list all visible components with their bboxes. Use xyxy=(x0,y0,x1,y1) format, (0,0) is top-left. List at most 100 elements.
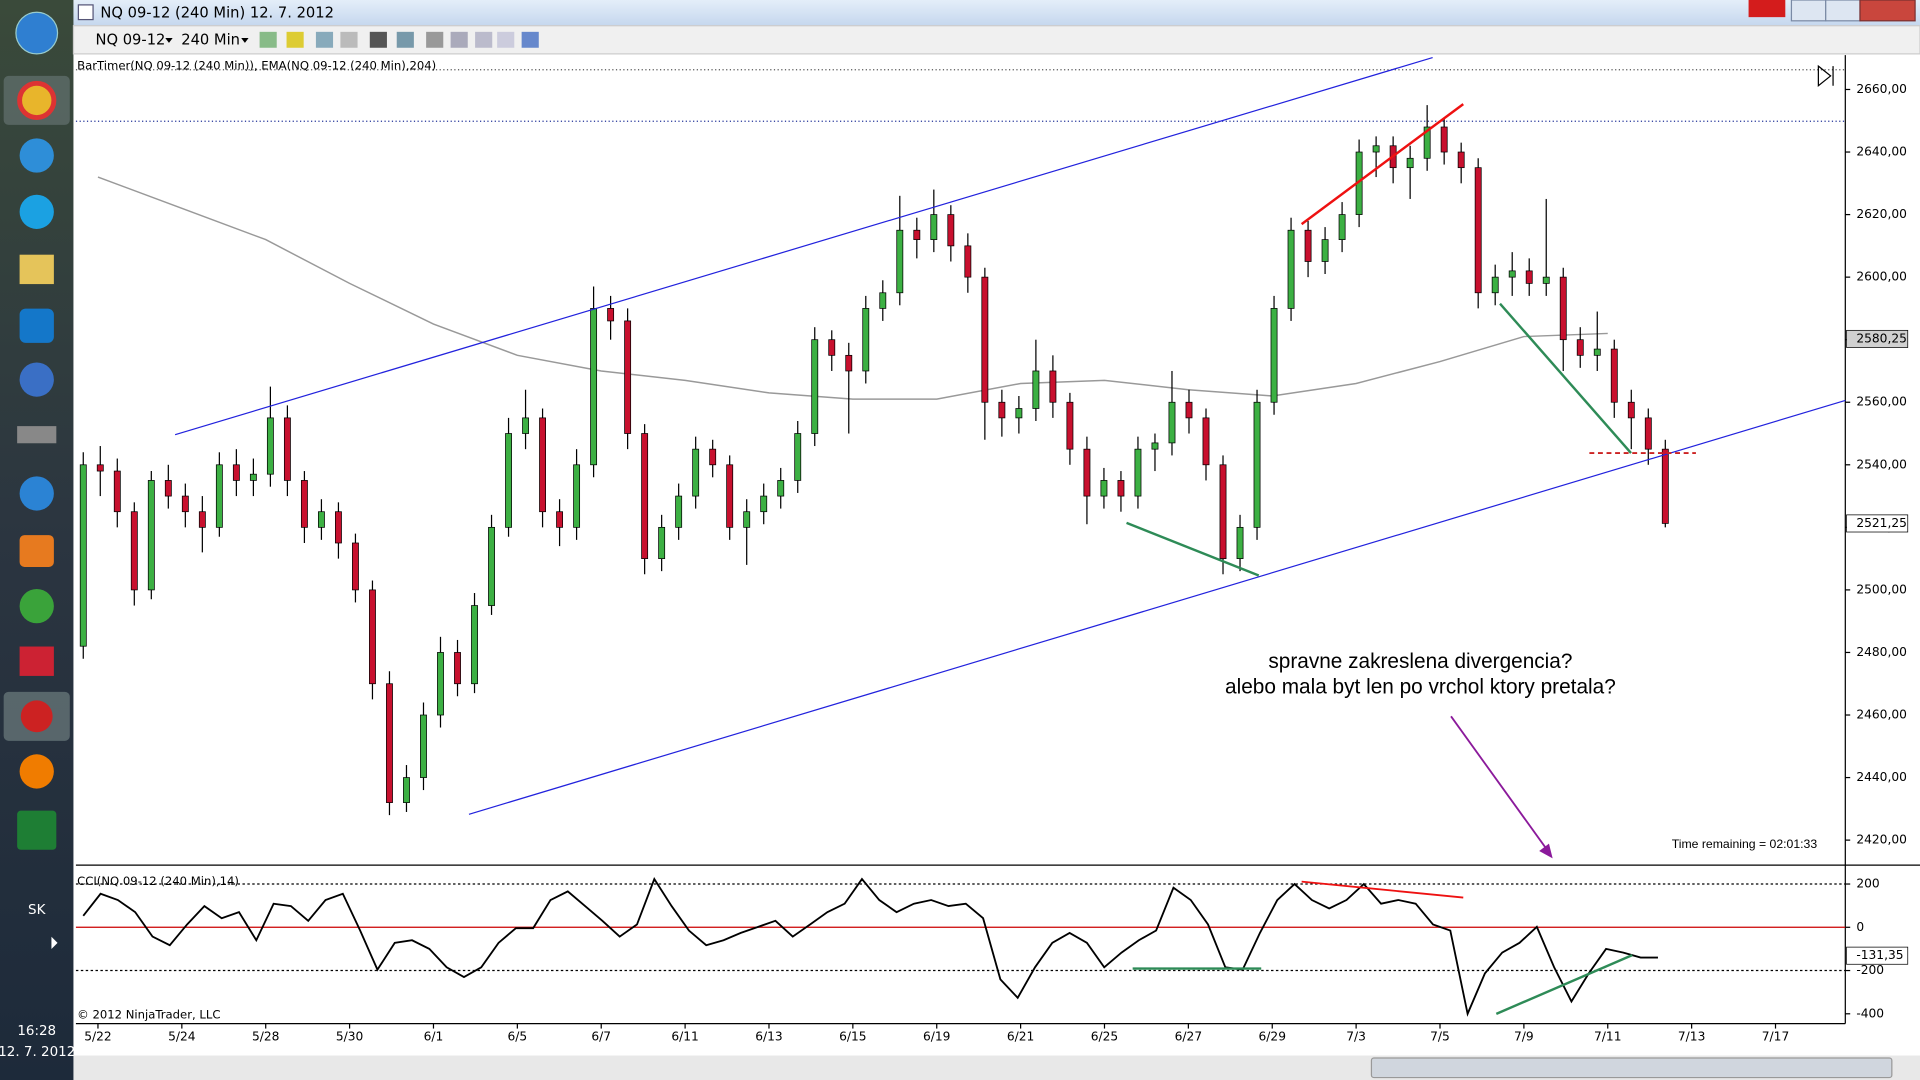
candle-body xyxy=(335,511,342,544)
tool-button[interactable] xyxy=(286,31,304,48)
minimize-button[interactable] xyxy=(1790,0,1827,22)
price-indicator-label: BarTimer(NQ 09-12 (240 Min)), EMA(NQ 09-… xyxy=(77,59,436,73)
candle-body xyxy=(930,214,938,240)
candle-body xyxy=(1100,480,1108,497)
candle-body xyxy=(1542,276,1550,284)
candle-body xyxy=(590,308,598,466)
ninjatrader-icon[interactable] xyxy=(20,700,53,733)
media-icon[interactable] xyxy=(19,535,54,567)
maximize-button[interactable] xyxy=(1825,0,1861,22)
y-tick-label: 2560,00 xyxy=(1856,395,1907,409)
y-tick-label: 2500,00 xyxy=(1856,582,1907,596)
candle-body xyxy=(607,308,615,322)
x-tick-label: 7/9 xyxy=(1514,1030,1534,1044)
candle-body xyxy=(1372,145,1380,153)
x-tick-label: 6/13 xyxy=(755,1030,782,1044)
divergence-line[interactable] xyxy=(1300,103,1464,226)
candle-body xyxy=(1270,308,1278,403)
app-icon[interactable] xyxy=(19,588,54,624)
candle-body xyxy=(1576,339,1584,356)
tool-button[interactable] xyxy=(450,31,468,48)
title-bar xyxy=(73,0,1920,26)
divergence-line[interactable] xyxy=(1499,302,1632,454)
app-icon[interactable] xyxy=(17,426,57,444)
candle-body xyxy=(845,354,853,372)
excel-icon[interactable] xyxy=(17,810,57,850)
divergence-line[interactable] xyxy=(1495,953,1633,1016)
avast-icon[interactable] xyxy=(19,754,54,789)
y-tick-label: 2620,00 xyxy=(1856,207,1907,221)
candle-body xyxy=(505,433,512,528)
scroll-to-end[interactable] xyxy=(1817,64,1834,87)
candle-body xyxy=(1406,157,1414,169)
candle-body xyxy=(369,589,376,685)
y-tick-label: 2640,00 xyxy=(1856,145,1907,159)
candle-body xyxy=(811,339,819,434)
candle-body xyxy=(283,417,291,481)
candle-body xyxy=(1304,229,1312,262)
instrument-selector[interactable]: NQ 09-12 xyxy=(96,31,166,48)
scrollbar-thumb[interactable] xyxy=(1370,1057,1893,1079)
app-icon[interactable] xyxy=(19,646,54,676)
language: SK xyxy=(28,903,47,918)
candle-body xyxy=(79,464,87,647)
taskbar: SK 16:28 12. 7. 2012 xyxy=(0,0,75,1080)
candle-body xyxy=(198,511,206,528)
ie-icon[interactable] xyxy=(19,138,54,173)
candle-body xyxy=(96,464,104,472)
channel-line[interactable] xyxy=(468,399,1846,815)
candle-body xyxy=(471,605,478,685)
y-tick-label: 2480,00 xyxy=(1856,645,1907,659)
candle-body xyxy=(1185,401,1193,419)
candle-body xyxy=(266,417,274,475)
explorer-icon[interactable] xyxy=(19,254,54,285)
cci-line xyxy=(82,877,1658,1017)
teamviewer-icon[interactable] xyxy=(19,308,54,343)
app-icon[interactable] xyxy=(19,476,54,511)
clock-time: 16:28 xyxy=(17,1024,56,1039)
ema-line xyxy=(97,176,1608,400)
tool-button[interactable] xyxy=(497,31,515,48)
start-button[interactable] xyxy=(15,11,59,55)
channel-line[interactable] xyxy=(174,56,1433,436)
candle-body xyxy=(1525,270,1533,284)
alert-button[interactable] xyxy=(1748,0,1786,18)
candle-body xyxy=(573,464,581,528)
candle-body xyxy=(1219,464,1227,559)
candle-body xyxy=(420,714,427,778)
x-tick-label: 5/22 xyxy=(84,1030,111,1044)
arrow-head xyxy=(1539,843,1553,859)
price-label: 2521,25 xyxy=(1856,516,1907,530)
dropdown-arrow xyxy=(241,37,249,43)
candle-body xyxy=(181,495,189,513)
candle-body xyxy=(896,229,904,294)
tool-button[interactable] xyxy=(340,31,358,48)
chart-area xyxy=(73,55,1920,1054)
y-tick-label: 2460,00 xyxy=(1856,708,1907,722)
candle-body xyxy=(1610,348,1618,403)
interval-selector[interactable]: 240 Min xyxy=(181,31,240,48)
chrome-icon[interactable] xyxy=(17,80,57,120)
candle-body xyxy=(1202,417,1210,466)
skype-icon[interactable] xyxy=(19,194,54,229)
dropdown-arrow xyxy=(165,37,173,43)
tool-button[interactable] xyxy=(259,31,277,48)
candle-body xyxy=(232,464,240,481)
divergence-line[interactable] xyxy=(1126,521,1260,577)
divergence-line[interactable] xyxy=(1301,880,1464,899)
tool-button[interactable] xyxy=(521,31,539,48)
tool-button[interactable] xyxy=(475,31,493,48)
tray-arrow[interactable] xyxy=(51,936,58,949)
tool-button[interactable] xyxy=(369,31,387,48)
candle-body xyxy=(828,339,836,356)
tool-button[interactable] xyxy=(315,31,334,48)
close-button[interactable] xyxy=(1859,0,1916,22)
candle-body xyxy=(352,542,359,591)
tool-button[interactable] xyxy=(426,31,444,48)
tool-button[interactable] xyxy=(396,31,414,48)
x-tick-label: 6/21 xyxy=(1007,1030,1034,1044)
candle-body xyxy=(1083,448,1091,497)
candle-body xyxy=(1457,151,1465,169)
arrow[interactable] xyxy=(1450,715,1547,848)
itunes-icon[interactable] xyxy=(19,362,54,397)
